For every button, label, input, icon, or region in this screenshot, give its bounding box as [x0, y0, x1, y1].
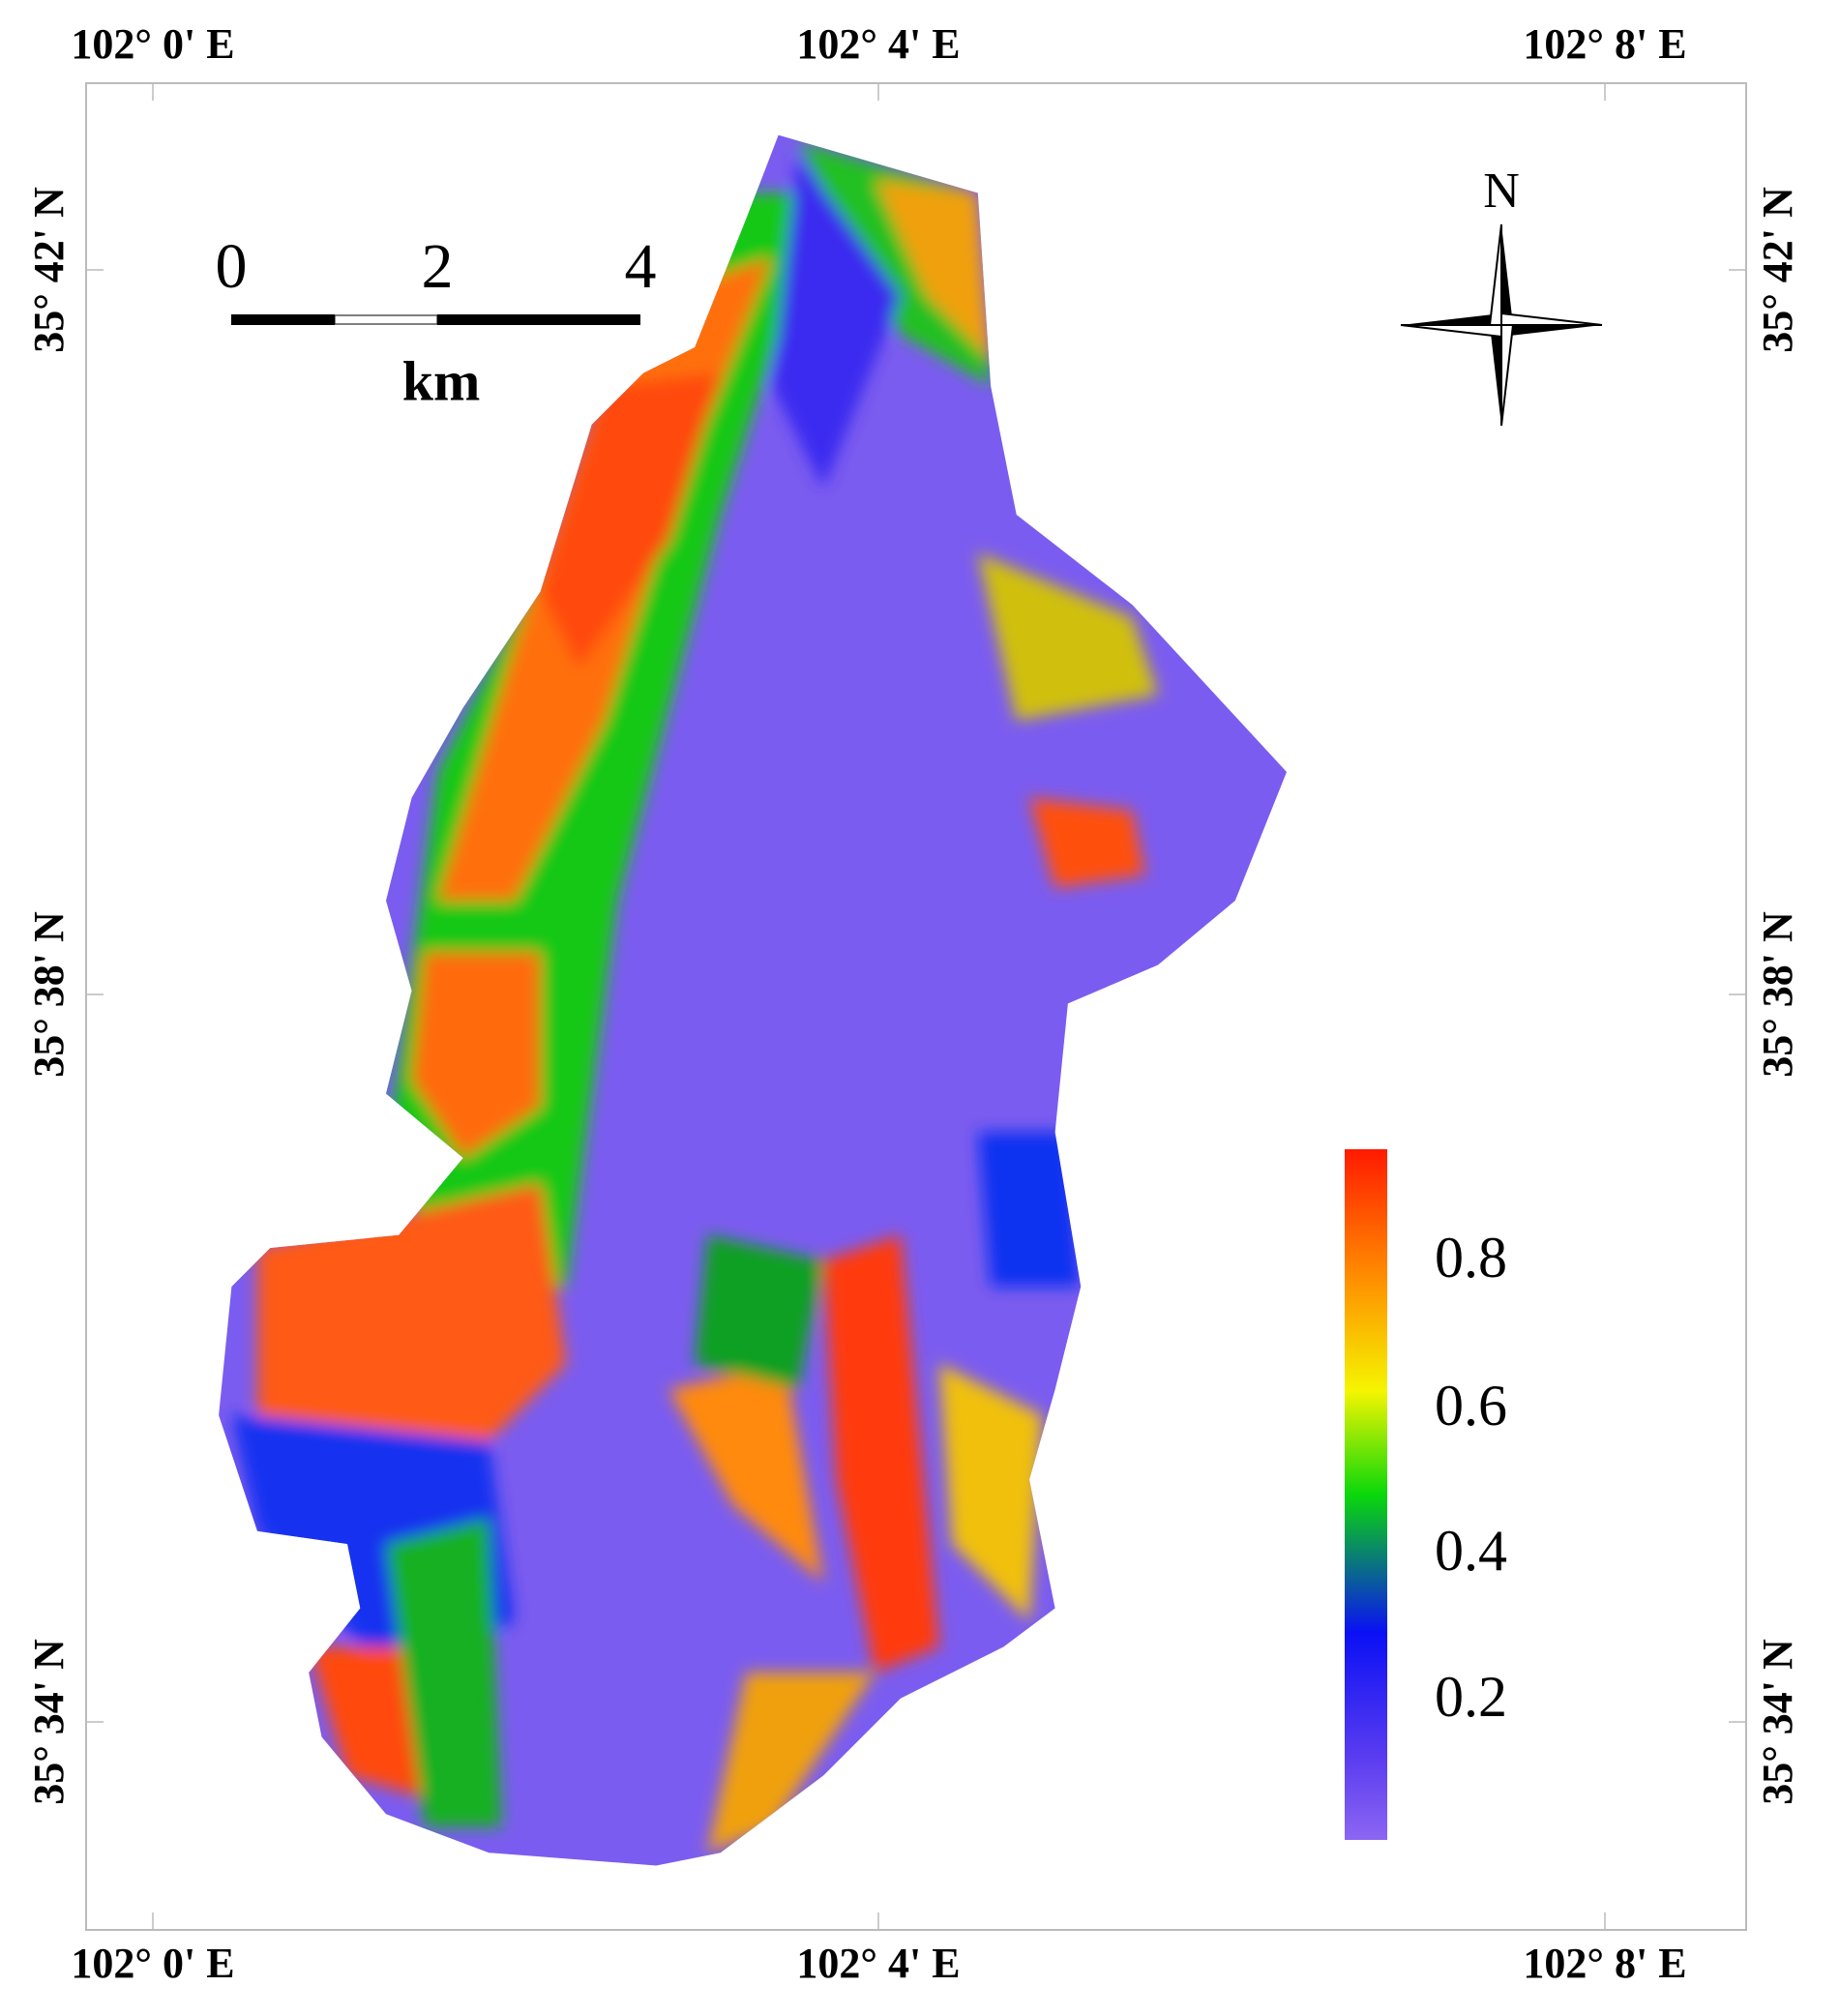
scale-label: 2 [422, 231, 454, 302]
scale-segment [334, 314, 438, 325]
lon-label: 102° 0' E [71, 1940, 234, 1987]
lon-label: 102° 8' E [1523, 1940, 1686, 1987]
lon-label: 102° 4' E [796, 20, 960, 68]
lon-label: 102° 4' E [796, 1940, 960, 1987]
legend-tick-label: 0.4 [1435, 1519, 1507, 1583]
lon-label: 102° 8' E [1523, 20, 1686, 68]
legend-tick-label: 0.6 [1435, 1374, 1507, 1438]
lat-label: 35° 38' N [1754, 911, 1801, 1078]
lon-label: 102° 0' E [71, 20, 234, 68]
scale-label: 0 [216, 231, 248, 302]
north-arrow: N [1400, 163, 1603, 427]
lat-label: 35° 34' N [25, 1639, 73, 1805]
raster [219, 134, 1288, 1866]
legend-tick-label: 0.8 [1435, 1226, 1507, 1290]
north-label: N [1483, 163, 1520, 219]
scale-bar: 0 2 4 km [216, 231, 657, 412]
lat-label: 35° 42' N [1754, 187, 1801, 353]
legend-tick-label: 0.2 [1435, 1665, 1507, 1729]
scale-segment [231, 314, 335, 325]
colorbar [1345, 1149, 1387, 1840]
lat-label: 35° 38' N [25, 911, 73, 1078]
scale-segment [437, 314, 640, 325]
scale-label: 4 [625, 231, 657, 302]
scale-unit: km [402, 349, 481, 412]
lat-label: 35° 42' N [25, 187, 73, 353]
lat-label: 35° 34' N [1754, 1639, 1801, 1805]
map-frame [85, 82, 1747, 1931]
